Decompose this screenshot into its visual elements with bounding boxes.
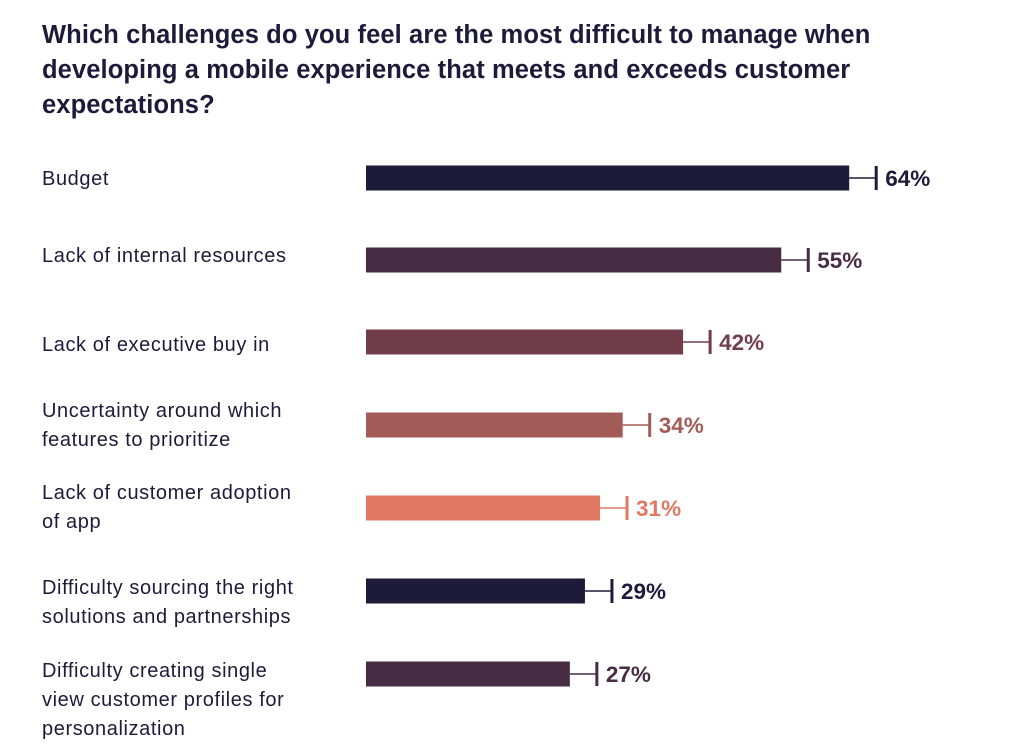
value-label: 42% (719, 330, 764, 355)
category-label: Budget (42, 168, 109, 190)
bar (366, 578, 585, 604)
bar (366, 165, 850, 191)
category-label-line: solutions and partnerships (42, 606, 291, 628)
category-label: Uncertainty around which features to prio… (42, 400, 282, 451)
value-label: 55% (817, 248, 862, 273)
bar (366, 412, 623, 438)
bar (366, 247, 782, 273)
category-label: Lack of executive buy in (42, 334, 270, 356)
value-label: 31% (636, 496, 681, 521)
category-label: Lack of internal resources (42, 245, 287, 267)
value-label: 64% (885, 166, 930, 191)
category-label-line: features to prioritize (42, 429, 231, 451)
category-label-line: Difficulty creating single (42, 660, 267, 682)
category-label-line: Lack of executive buy in (42, 334, 270, 356)
category-label-line: personalization (42, 718, 186, 740)
category-label-line: Lack of internal resources (42, 245, 287, 267)
category-label: Lack of customer adoption of app (42, 482, 292, 533)
category-label-line: Uncertainty around which (42, 400, 282, 422)
category-label-line: Lack of customer adoption (42, 482, 292, 504)
category-label-line: of app (42, 511, 101, 533)
category-label: Difficulty sourcing the right solutions a… (42, 577, 294, 628)
bar (366, 661, 570, 687)
value-label: 29% (621, 579, 666, 604)
category-label-line: Budget (42, 168, 109, 190)
bar (366, 329, 684, 355)
value-label: 34% (659, 413, 704, 438)
category-label-line: view customer profiles for (42, 689, 284, 711)
category-label-line: Difficulty sourcing the right (42, 577, 294, 599)
value-label: 27% (606, 662, 651, 687)
chart-title: Which challenges do you feel are the mos… (42, 21, 871, 119)
bar (366, 495, 601, 521)
category-label: Difficulty creating single view customer … (42, 660, 284, 740)
